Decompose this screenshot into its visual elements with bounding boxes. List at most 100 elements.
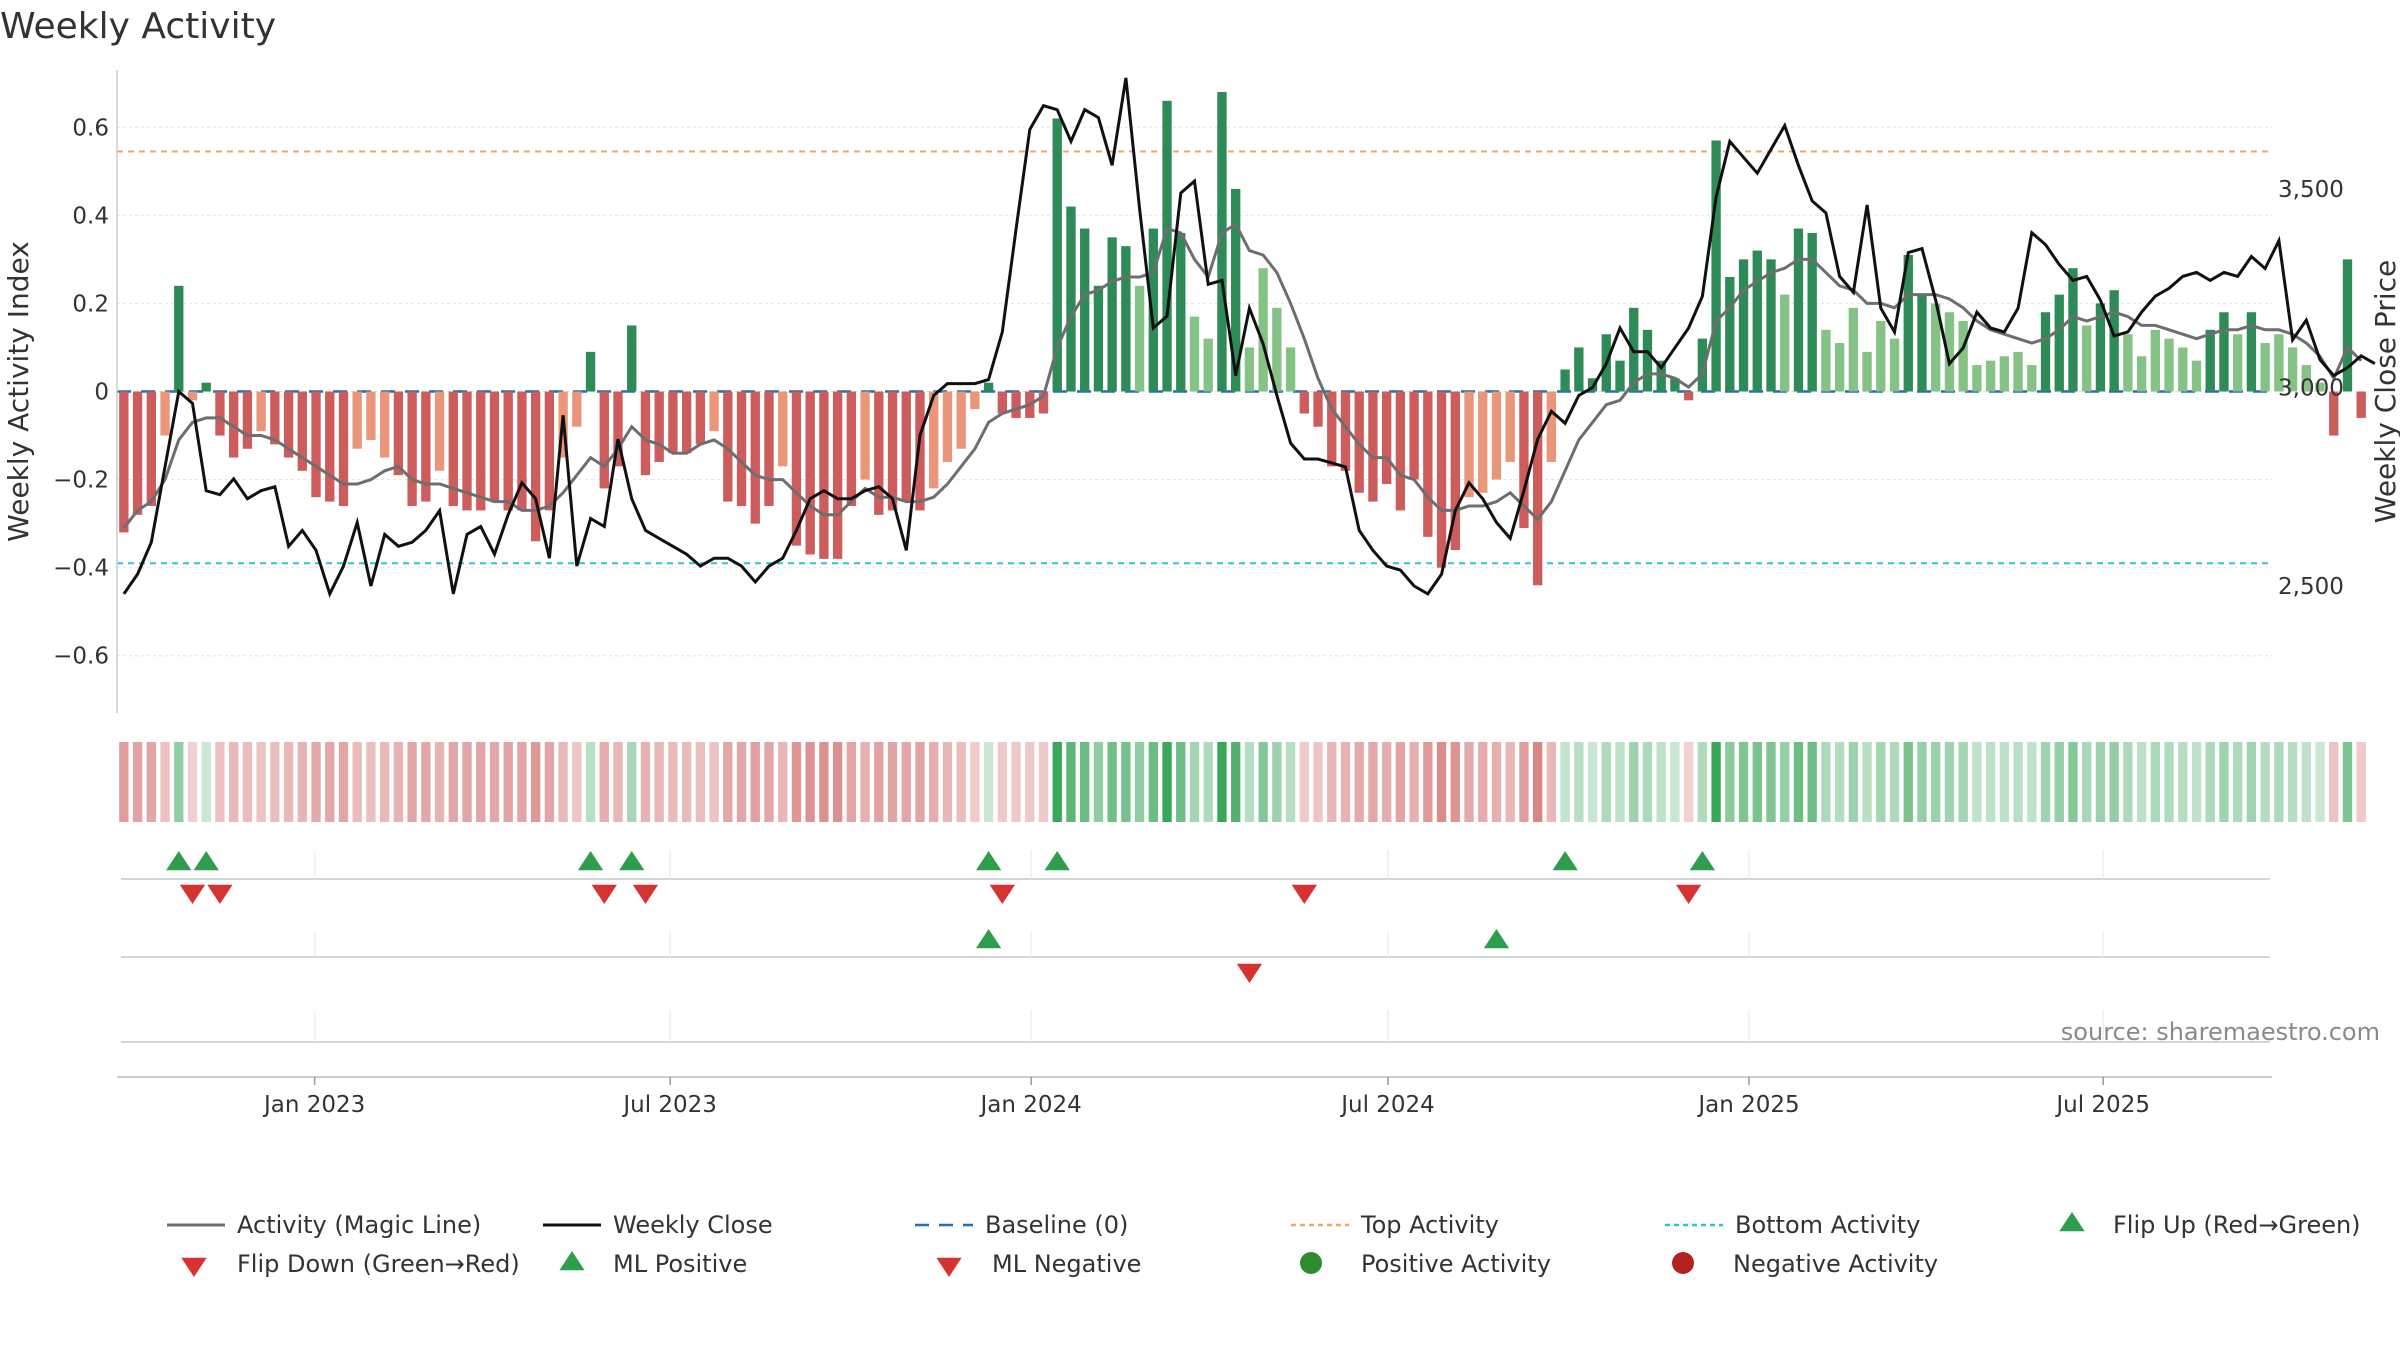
heat-cell [791, 742, 802, 822]
activity-bar [1876, 321, 1886, 392]
activity-bar [846, 391, 857, 507]
activity-bar [2054, 294, 2064, 392]
activity-bar [805, 391, 815, 555]
activity-bar [229, 391, 239, 458]
y-right-tick-label: 2,500 [2278, 574, 2344, 600]
heat-cell [1587, 742, 1598, 822]
heat-cell [2260, 742, 2270, 822]
heat-cell [1601, 742, 1611, 822]
heat-cell [1299, 742, 1309, 822]
heat-cell [1464, 742, 1474, 822]
heat-cell [338, 742, 349, 822]
heat-cell [325, 742, 335, 822]
legend-label: Activity (Magic Line) [237, 1211, 481, 1239]
legend: Activity (Magic Line) Weekly Close Baselin… [167, 1211, 2361, 1278]
ml-positive-marker [1483, 929, 1510, 949]
heat-cell [2219, 742, 2229, 822]
activity-bar [338, 391, 349, 507]
activity-bar [627, 325, 637, 392]
activity-bar [1189, 316, 1200, 392]
activity-bar [2150, 329, 2160, 392]
activity-bar [1519, 391, 1529, 529]
heat-cell [1560, 742, 1570, 822]
heat-cell [901, 742, 911, 822]
heat-cell [1052, 742, 1062, 822]
legend-item-posact: Positive Activity [1300, 1250, 1551, 1278]
activity-bar [1889, 338, 1900, 392]
heat-cell [462, 742, 472, 822]
heat-cell [1725, 742, 1735, 822]
activity-bar [1395, 391, 1406, 511]
heat-cell [778, 742, 788, 822]
heat-cell [2191, 742, 2202, 822]
activity-bar [874, 391, 884, 515]
heat-cell [2301, 742, 2311, 822]
x-tick-label: Jan 2024 [979, 1092, 1082, 1118]
activity-bar [2191, 360, 2202, 392]
heat-cell [1189, 742, 1200, 822]
heat-cell [723, 742, 733, 822]
heat-cell [366, 742, 376, 822]
activity-bar [366, 391, 376, 440]
flip-up-marker [166, 851, 192, 871]
activity-bar [1532, 391, 1543, 586]
flip-up-marker [1044, 851, 1070, 871]
activity-bar [1381, 391, 1392, 484]
heat-cell [1327, 742, 1337, 822]
activity-bar [517, 391, 527, 511]
heat-cell [229, 742, 239, 822]
heat-cell [1972, 742, 1982, 822]
heat-cell [2246, 742, 2257, 822]
heat-cell [489, 742, 500, 822]
heat-cell [1025, 742, 1035, 822]
activity-bar [503, 391, 513, 511]
activity-bar [1903, 254, 1913, 392]
activity-bar [448, 391, 458, 507]
y-right-tick-label: 3,000 [2278, 376, 2344, 402]
activity-bar [2274, 334, 2284, 392]
heat-cell [1436, 742, 1447, 822]
heat-cell [819, 742, 829, 822]
heat-cell [476, 742, 486, 822]
heat-cell [2329, 742, 2339, 822]
heat-cell [1889, 742, 1900, 822]
heat-cell [2315, 742, 2325, 822]
activity-bar [915, 391, 925, 511]
heat-cell [1093, 742, 1104, 822]
heat-cell [599, 742, 609, 822]
activity-bar [132, 391, 143, 515]
heat-cell [695, 742, 706, 822]
flip-up-marker [1552, 851, 1578, 871]
legend-item-bottom: Bottom Activity [1665, 1211, 1920, 1239]
activity-bar [2178, 347, 2188, 392]
activity-bar [681, 391, 692, 454]
heat-cell [846, 742, 857, 822]
heat-cell [1340, 742, 1351, 822]
activity-bar [489, 391, 500, 502]
heat-cell [1697, 742, 1708, 822]
heat-cell [640, 742, 651, 822]
heat-cell [1066, 742, 1076, 822]
heat-cell [434, 742, 445, 822]
heat-cell [146, 742, 156, 822]
activity-bar [2040, 312, 2051, 392]
heat-cell [1285, 742, 1296, 822]
activity-bar [215, 391, 225, 436]
activity-bar [832, 391, 843, 559]
heat-cell [1244, 742, 1255, 822]
activity-bar [2082, 325, 2092, 392]
legend-item-flipup: Flip Up (Red→Green) [2059, 1211, 2361, 1239]
activity-bar [379, 391, 390, 458]
source-note: source: sharemaestro.com [2061, 1018, 2380, 1046]
heat-cell [874, 742, 884, 822]
heat-cell [983, 742, 994, 822]
heat-cell [2123, 742, 2133, 822]
heat-cell [1821, 742, 1831, 822]
activity-bar [311, 391, 321, 498]
activity-bar [654, 391, 664, 462]
legend-label: ML Positive [613, 1250, 747, 1278]
legend-label: ML Negative [992, 1250, 1141, 1278]
legend-item-mlneg: ML Negative [936, 1250, 1141, 1278]
heat-cell [503, 742, 513, 822]
